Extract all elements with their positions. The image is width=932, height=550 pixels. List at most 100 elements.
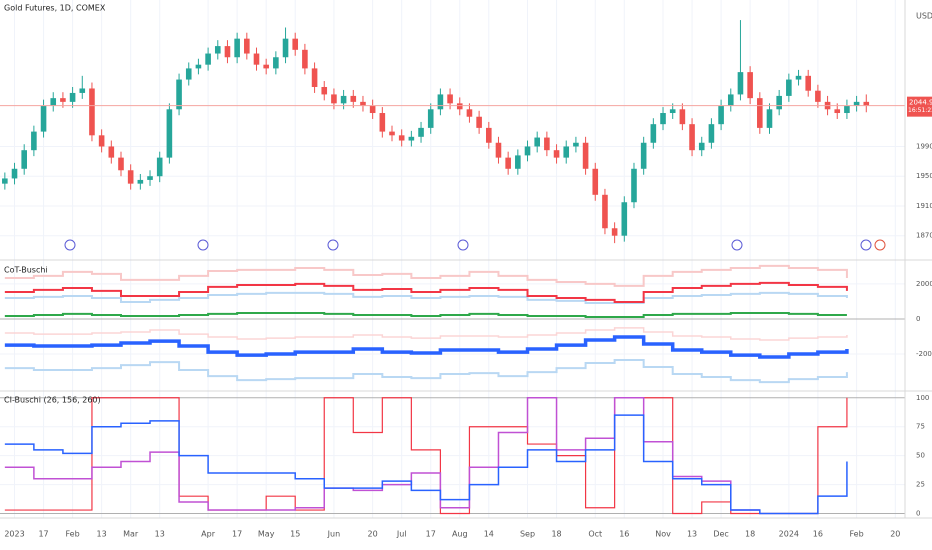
candle-body — [805, 75, 812, 91]
candle-body — [544, 137, 550, 151]
candle-body — [495, 142, 502, 158]
x-tick-label: Jun — [327, 530, 341, 539]
x-tick-label: 17 — [426, 530, 436, 539]
candle-body — [321, 86, 328, 95]
event-icon[interactable] — [64, 239, 76, 251]
last-price-label: 2044.9 — [909, 99, 932, 107]
event-icon[interactable] — [197, 239, 209, 251]
x-tick-label: 13 — [97, 530, 107, 539]
candle-body — [21, 150, 27, 169]
candle-body — [660, 113, 666, 125]
candle-body — [747, 72, 753, 99]
panel-title: CI-Buschi (26, 156, 260) — [4, 396, 101, 405]
candle-body — [640, 142, 647, 169]
candle-body — [592, 168, 599, 195]
y-tick-label: 1990.0 — [916, 142, 932, 150]
candle-body — [350, 95, 357, 102]
event-icons — [64, 239, 886, 251]
candle-body — [447, 94, 453, 104]
candle-body — [156, 157, 163, 177]
x-tick-label: Apr — [201, 530, 216, 539]
candle-body — [263, 64, 269, 69]
y-tick-label: 100 — [916, 394, 929, 402]
x-tick-label: 13 — [155, 530, 165, 539]
candle-body — [127, 170, 134, 184]
y-tick-label: 25 — [916, 481, 925, 489]
last-price-box — [907, 96, 932, 117]
candle-body — [166, 109, 173, 158]
x-tick-label: 14 — [484, 530, 494, 539]
candle-body — [708, 124, 715, 143]
indicator-line — [4, 359, 848, 384]
candle-body — [50, 98, 57, 106]
candle-body — [863, 101, 870, 106]
candle-body — [718, 105, 724, 125]
candle-body — [621, 202, 628, 236]
candle-body — [108, 146, 115, 158]
candle-body — [786, 79, 792, 96]
candle-body — [437, 94, 444, 110]
chart-title: Gold Futures, 1D, COMEX — [4, 4, 106, 13]
candle-body — [485, 127, 492, 143]
candle-body — [631, 168, 637, 203]
candle-body — [224, 46, 231, 58]
x-tick-label: 13 — [687, 530, 697, 539]
event-icon[interactable] — [327, 239, 339, 251]
x-tick-label: 15 — [290, 530, 300, 539]
candle-body — [2, 178, 8, 184]
x-tick-label: Feb — [850, 530, 864, 539]
candle-body — [669, 109, 676, 114]
y-tick-label: 0 — [916, 315, 920, 323]
candle-body — [427, 109, 434, 128]
candle-body — [311, 68, 318, 87]
candle-body — [118, 157, 124, 171]
indicator-line — [4, 291, 848, 305]
marks — [0, 20, 905, 515]
countdown-label: 16:51:23 — [908, 107, 932, 114]
candle-body — [340, 95, 347, 104]
candle-body — [815, 90, 821, 102]
indicator-line — [4, 281, 848, 303]
x-tick-label: Sep — [520, 530, 535, 539]
candle-body — [69, 92, 76, 102]
candle-body — [766, 109, 773, 128]
candle-body — [234, 38, 240, 58]
event-icon[interactable] — [457, 239, 469, 251]
x-tick-label: 2024 — [779, 530, 799, 539]
y-tick-label: 0 — [916, 510, 920, 518]
y-tick-label: 1950.0 — [916, 172, 932, 180]
candle-body — [253, 53, 260, 65]
y-tick-label: 1870.0 — [916, 232, 932, 240]
candle-body — [456, 103, 463, 110]
x-tick-label: Feb — [66, 530, 80, 539]
event-icon[interactable] — [874, 239, 886, 251]
candle-body — [757, 98, 763, 128]
candle-body — [553, 150, 560, 158]
candle-body — [302, 49, 308, 69]
event-icon[interactable] — [860, 239, 872, 251]
x-tick-label: 20 — [368, 530, 378, 539]
candle-body — [466, 109, 473, 117]
candle-body — [534, 137, 540, 147]
candle-body — [611, 228, 618, 236]
candle-body — [369, 105, 376, 114]
candle-body — [853, 101, 860, 106]
candle-body — [176, 79, 182, 110]
candle-body — [195, 64, 202, 69]
candle-body — [282, 38, 289, 58]
x-tick-label: 18 — [745, 530, 755, 539]
candle-body — [40, 105, 47, 132]
x-tick-label: 16 — [813, 530, 823, 539]
x-tick-label: May — [258, 530, 275, 539]
x-tick-label: 17 — [232, 530, 242, 539]
candle-body — [844, 105, 850, 114]
candle-body — [147, 176, 153, 180]
candle-body — [834, 109, 841, 114]
candle-body — [515, 155, 521, 169]
event-icon[interactable] — [731, 239, 743, 251]
candle-body — [505, 157, 511, 169]
candle-body — [79, 88, 86, 93]
